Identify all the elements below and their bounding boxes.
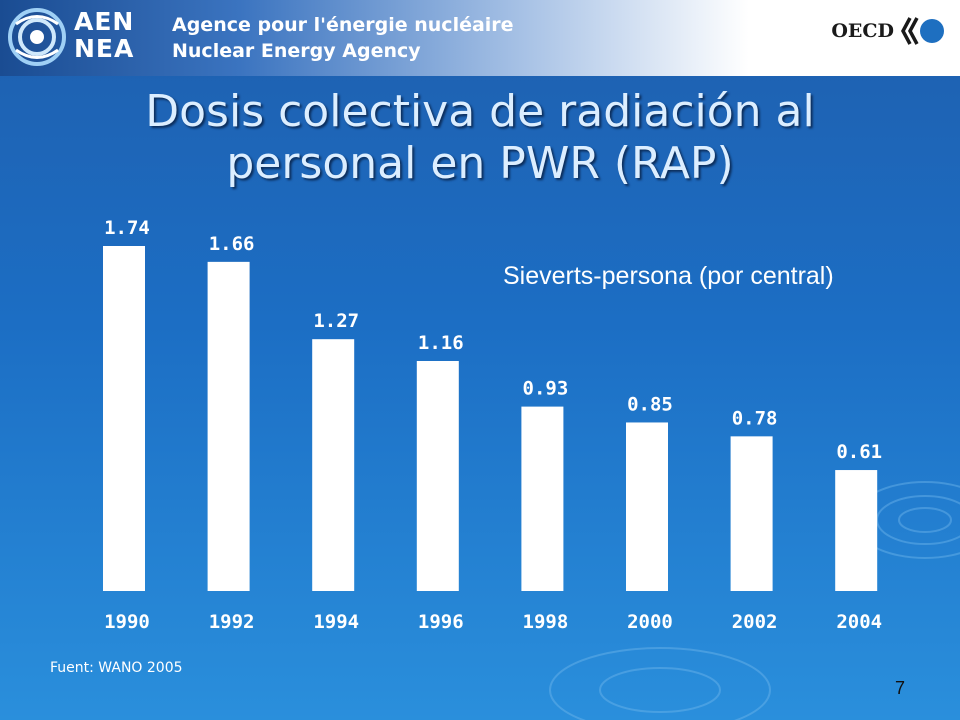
value-label-1994: 1.27 [313,310,359,332]
page-number: 7 [894,678,905,698]
value-label-1998: 0.93 [523,378,569,400]
bar-1992 [207,261,250,591]
bar-2004 [835,470,878,591]
logo-letters-nea: NEA [74,34,135,63]
value-label-2004: 0.61 [836,441,882,463]
logo-letters: AEN NEA [74,8,134,62]
logo-letters-aen: AEN [74,7,135,36]
oecd-logo: OECD [831,14,946,48]
oecd-emblem-icon [901,17,944,45]
category-label-1996: 1996 [418,611,464,633]
category-label-1992: 1992 [209,611,255,633]
value-label-1990: 1.74 [104,217,150,239]
agency-name: Agence pour l'énergie nucléaire Nuclear … [172,12,514,64]
oecd-text: OECD [831,20,894,42]
category-label-2004: 2004 [836,611,882,633]
category-label-1990: 1990 [104,611,150,633]
bar-1990 [103,246,145,591]
category-label-2000: 2000 [627,611,673,633]
category-label-2002: 2002 [732,611,778,633]
value-labels-group: 1.74 1.66 1.27 1.16 0.93 0.85 0.78 0.61 [104,217,882,463]
unit-label: Sieverts-persona (por central) [503,262,834,290]
value-label-2002: 0.78 [732,407,778,429]
category-labels-group: 1990 1992 1994 1996 1998 2000 2002 2004 [104,611,882,633]
bar-2000 [626,422,668,591]
source-note: Fuent: WANO 2005 [50,660,183,676]
bar-1998 [521,406,564,591]
value-label-1996: 1.16 [418,332,464,354]
slide-title: Dosis colectiva de radiación al personal… [0,86,960,190]
slide-title-line2: personal en PWR (RAP) [226,138,734,189]
bar-2002 [730,436,773,591]
bar-1996 [416,361,459,591]
category-label-1994: 1994 [313,611,359,633]
bars-group [103,246,878,591]
agency-name-en: Nuclear Energy Agency [172,40,421,62]
agency-name-fr: Agence pour l'énergie nucléaire [172,14,514,36]
category-label-1998: 1998 [523,611,569,633]
slide-title-line1: Dosis colectiva de radiación al [145,86,815,137]
bar-1994 [312,339,355,591]
value-label-1992: 1.66 [209,233,255,255]
value-label-2000: 0.85 [627,393,673,415]
header-banner: AEN NEA Agence pour l'énergie nucléaire … [0,0,960,76]
aen-nea-logo-icon [8,8,66,66]
